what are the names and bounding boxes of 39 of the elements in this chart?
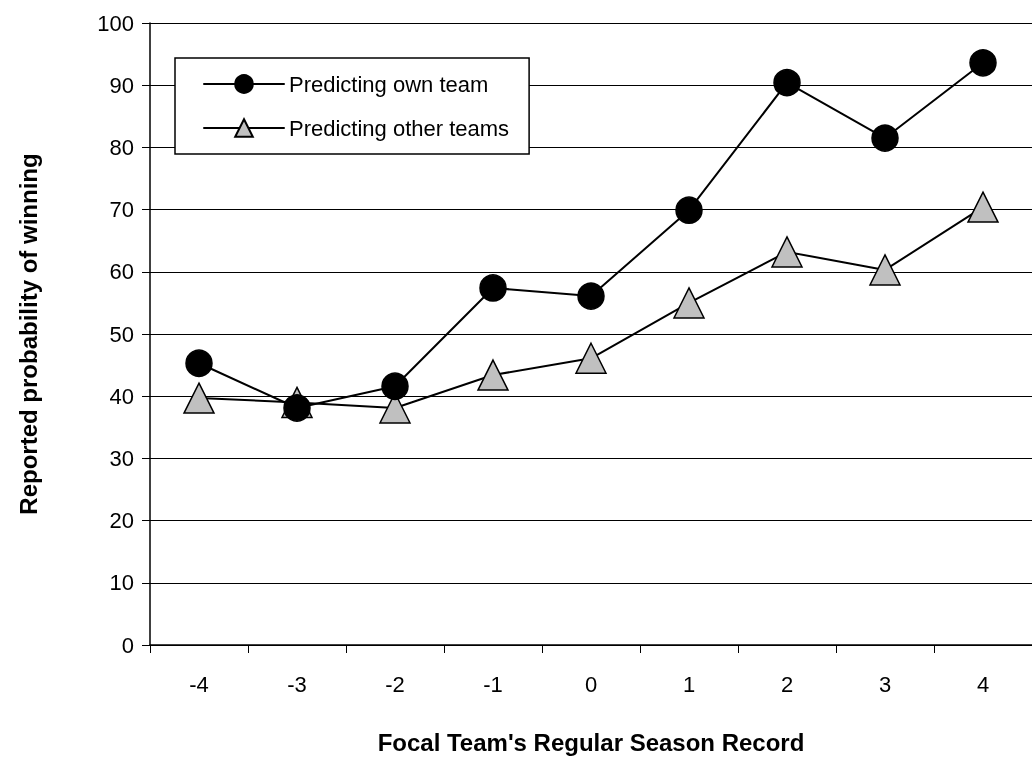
y-tick-label: 20 xyxy=(109,508,134,534)
x-tick-label: 0 xyxy=(584,671,598,697)
point xyxy=(773,68,801,97)
y-tick-label: 30 xyxy=(109,445,134,471)
x-tick-label: -3 xyxy=(287,671,307,697)
x-tick-label: 4 xyxy=(976,671,990,697)
point xyxy=(479,274,507,302)
y-axis-title: Reported probability of winning xyxy=(14,153,42,515)
point xyxy=(185,349,213,377)
x-tick-label: -4 xyxy=(189,671,209,697)
y-tick-label: 10 xyxy=(109,570,134,596)
y-tick-label: 90 xyxy=(109,72,134,98)
legend-label: Predicting other teams xyxy=(289,115,510,141)
y-tick-label: 100 xyxy=(97,10,134,36)
point xyxy=(477,359,509,391)
point xyxy=(871,124,899,152)
point xyxy=(967,191,999,223)
point xyxy=(673,287,705,319)
point xyxy=(577,282,605,310)
y-tick-label: 80 xyxy=(109,134,134,160)
point xyxy=(183,382,215,414)
point xyxy=(869,254,901,286)
point xyxy=(969,49,997,77)
y-tick-label: 70 xyxy=(109,197,134,223)
point xyxy=(771,236,803,268)
legend-label: Predicting own team xyxy=(289,71,489,97)
y-tick-label: 40 xyxy=(109,383,134,409)
x-tick-label: 3 xyxy=(878,671,892,697)
x-tick-label: 1 xyxy=(682,671,696,697)
x-axis-title: Focal Team's Regular Season Record xyxy=(377,728,805,756)
x-tick-label: -2 xyxy=(385,671,405,697)
x-tick-label: -1 xyxy=(483,671,503,697)
y-tick-label: 60 xyxy=(109,259,134,285)
point xyxy=(575,342,607,375)
y-tick-label: 0 xyxy=(121,632,134,658)
point xyxy=(381,372,409,400)
x-tick-label: 2 xyxy=(780,671,794,697)
y-tick-label: 50 xyxy=(109,321,134,347)
point xyxy=(675,196,703,224)
